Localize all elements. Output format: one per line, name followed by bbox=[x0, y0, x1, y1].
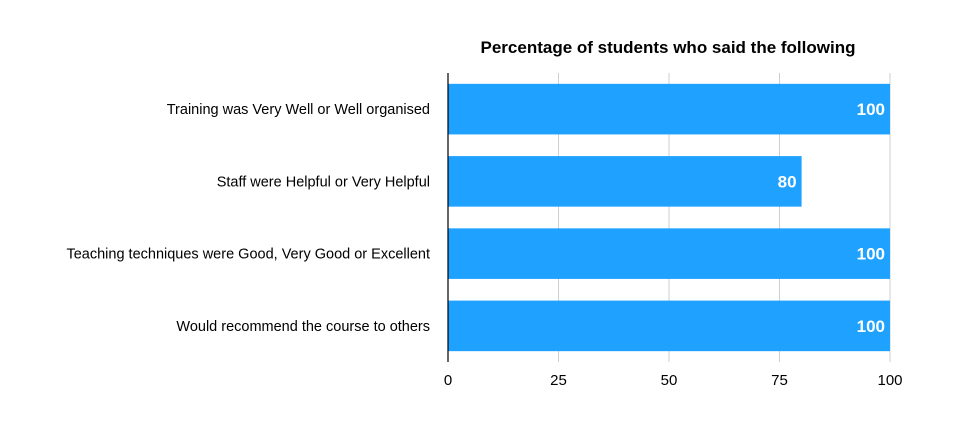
data-label: 80 bbox=[778, 172, 797, 191]
category-labels: Training was Very Well or Well organised… bbox=[66, 102, 430, 335]
x-tick-labels: 0 25 50 75 100 bbox=[444, 372, 903, 389]
bar bbox=[448, 83, 890, 135]
data-label: 100 bbox=[857, 317, 885, 336]
category-label: Teaching techniques were Good, Very Good… bbox=[66, 247, 430, 263]
bars: 100 80 100 100 bbox=[448, 83, 890, 352]
data-label: 100 bbox=[857, 100, 885, 119]
x-tick-label: 50 bbox=[661, 372, 678, 389]
x-tick-label: 75 bbox=[771, 372, 788, 389]
data-label: 100 bbox=[857, 245, 885, 264]
x-tick-label: 0 bbox=[444, 372, 452, 389]
x-tick-label: 25 bbox=[550, 372, 567, 389]
bar bbox=[448, 228, 890, 279]
category-label: Would recommend the course to others bbox=[176, 319, 430, 335]
bar bbox=[448, 156, 802, 207]
chart-title: Percentage of students who said the foll… bbox=[481, 38, 856, 57]
x-tick-label: 100 bbox=[877, 372, 902, 389]
category-label: Staff were Helpful or Very Helpful bbox=[217, 174, 430, 190]
category-label: Training was Very Well or Well organised bbox=[167, 102, 430, 118]
bar bbox=[448, 300, 890, 352]
